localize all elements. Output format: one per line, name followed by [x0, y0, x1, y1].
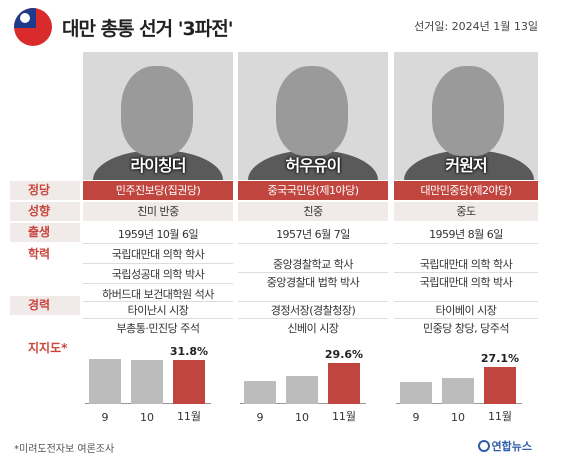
party-cell: 중국국민당(제1야당): [238, 181, 388, 200]
chart-tick-label: 9: [412, 411, 420, 424]
chart-bar: [244, 380, 276, 404]
election-date: 선거일: 2024년 1월 13일: [414, 20, 538, 33]
education-line: 중앙경찰대 법학 박사: [266, 276, 360, 289]
chart-tick-label: 10: [295, 411, 309, 424]
candidate-photo-1: 라이칭더: [83, 52, 233, 180]
chart-value-label: 31.8%: [169, 345, 209, 359]
chart-bar: [484, 366, 516, 404]
candidate-name: 커원저: [445, 156, 487, 175]
education-line: 중앙경찰학교 학사: [273, 258, 353, 271]
career-line: 타이난시 시장: [127, 304, 189, 317]
divider: [394, 243, 538, 244]
portrait-face: [121, 66, 193, 156]
footnote: *미려도전자보 여론조사: [14, 444, 115, 455]
divider: [394, 318, 538, 319]
chart-bar: [328, 363, 360, 404]
candidate-name: 라이칭더: [130, 156, 187, 175]
chart-bar: [173, 360, 205, 404]
career-line: 타이베이 시장: [435, 304, 497, 317]
education-line: 국립성공대 의학 박사: [111, 268, 205, 281]
career-line: 신베이 시장: [287, 322, 339, 335]
chart-bar: [442, 377, 474, 404]
logo-text: 연합뉴스: [491, 440, 532, 453]
row-label-stance: 성향: [10, 202, 80, 221]
stance-cell: 친미 반중: [83, 202, 233, 221]
yonhap-logo-icon: [477, 440, 490, 452]
education-line: 국립대만대 의학 학사: [111, 248, 205, 261]
candidate-photo-2: 허우유이: [238, 52, 388, 180]
yonhap-logo: 연합뉴스: [477, 438, 532, 454]
career-line: 민중당 창당, 당주석: [423, 322, 509, 335]
support-chart-2: 9 10 11월 29.6%: [238, 338, 388, 424]
portrait-face: [432, 66, 504, 156]
divider: [238, 318, 388, 319]
party-cell: 민주진보당(집권당): [83, 181, 233, 200]
stance-cell: 중도: [394, 202, 538, 221]
education-line: 국립대만대 의학 박사: [419, 276, 513, 289]
divider: [238, 272, 388, 273]
chart-value-label: 29.6%: [324, 348, 364, 362]
chart-bar: [89, 358, 121, 404]
chart-bar: [400, 381, 432, 404]
chart-tick-label: 9: [101, 411, 109, 424]
divider: [83, 283, 233, 284]
chart-bar: [286, 376, 318, 404]
row-label-career: 경력: [10, 296, 80, 315]
party-cell: 대만민중당(제2야당): [394, 181, 538, 200]
chart-tick-label: 9: [256, 411, 264, 424]
chart-value-label: 27.1%: [480, 351, 520, 365]
career-line: 부총통·민진당 주석: [116, 322, 200, 335]
row-label-education: 학력: [28, 247, 51, 261]
chart-tick-label: 11월: [487, 410, 513, 423]
page-title: 대만 총통 선거 '3파전': [62, 18, 234, 40]
divider: [238, 301, 388, 302]
chart-tick-label: 11월: [331, 410, 357, 423]
divider: [83, 243, 233, 244]
birth-cell: 1957년 6월 7일: [276, 228, 350, 241]
career-line: 경정서장(경찰청장): [270, 304, 356, 317]
candidate-name: 허우유이: [285, 156, 342, 175]
stance-cell: 친중: [238, 202, 388, 221]
chart-tick-label: 10: [451, 411, 465, 424]
candidate-photo-3: 커원저: [394, 52, 538, 180]
education-line: 국립대만대 의학 학사: [419, 258, 513, 271]
divider: [394, 301, 538, 302]
portrait-face: [276, 66, 348, 156]
chart-tick-label: 11월: [176, 410, 202, 423]
divider: [238, 243, 388, 244]
taiwan-flag-icon: [14, 8, 52, 46]
chart-tick-label: 10: [140, 411, 154, 424]
row-label-support: 지지도*: [28, 341, 68, 355]
divider: [83, 301, 233, 302]
chart-bar: [131, 359, 163, 404]
divider: [394, 272, 538, 273]
divider: [83, 263, 233, 264]
divider: [83, 318, 233, 319]
birth-cell: 1959년 10월 6일: [117, 228, 199, 241]
education-line: 하버드대 보건대학원 석사: [102, 288, 214, 301]
row-label-party: 정당: [10, 181, 80, 200]
support-chart-3: 9 10 11월 27.1%: [394, 338, 538, 424]
birth-cell: 1959년 8월 6일: [429, 228, 503, 241]
support-chart-1: 9 10 11월 31.8%: [83, 338, 233, 424]
row-label-birth: 출생: [10, 223, 80, 242]
